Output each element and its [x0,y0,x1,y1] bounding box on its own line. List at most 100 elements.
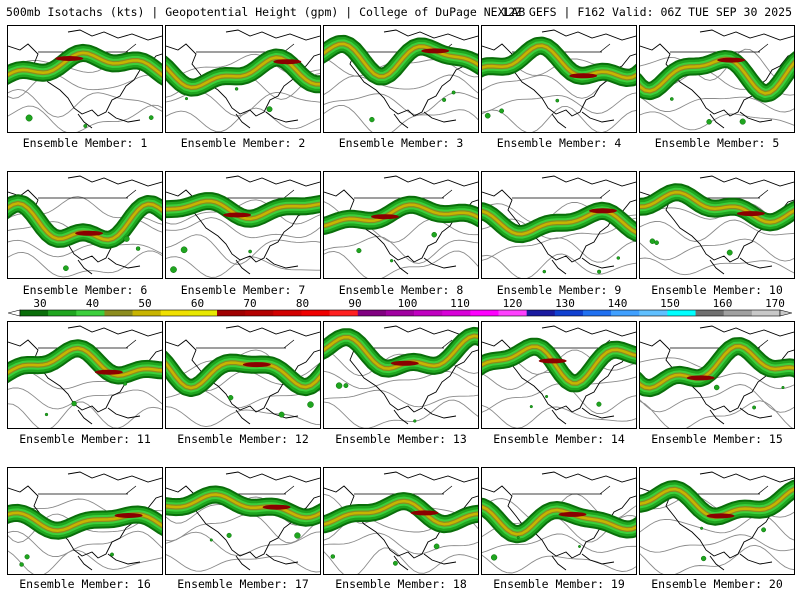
coastline [166,175,320,275]
colorbar-segment [20,310,49,316]
panel-label: Ensemble Member: 9 [496,283,622,297]
ensemble-panel [481,467,637,575]
coastline [640,29,794,129]
map-title: 500mb Isotachs (kts) | Geopotential Heig… [6,5,526,19]
isotach-blob [451,90,456,95]
jet-core [242,362,271,368]
coastline [640,325,794,425]
isotach-blob [83,124,88,128]
jet-core [55,56,84,61]
height-contour [8,530,162,558]
isotach-blob [123,381,128,386]
panel-map [482,29,636,132]
colorbar-segment [245,310,274,316]
panel-map [482,471,636,574]
map-header: 500mb Isotachs (kts) | Geopotential Heig… [6,5,796,21]
ensemble-panel [7,171,163,279]
wind-speed-colorbar: 30 40 50 60 70 80 90 100 110 120 130 140 150 160 170 [8,298,792,317]
coastline [482,175,636,275]
colorbar-segment [470,310,499,316]
panel-label: Ensemble Member: 11 [19,432,151,446]
height-contour [8,88,162,118]
jet-core [75,230,104,236]
height-contour [482,404,636,428]
ensemble-panel [481,171,637,279]
jet-core [686,375,715,381]
colorbar-segment [667,310,696,316]
ensemble-panel [7,321,163,429]
height-contour [324,370,478,390]
panel-label: Ensemble Member: 12 [177,432,309,446]
colorbar-segment [611,310,640,316]
isotach-blob [389,259,394,263]
isotach-blob [654,240,659,246]
jet-core [538,358,567,364]
height-contour [640,257,794,276]
ensemble-panel [481,25,637,133]
height-contour [166,554,320,573]
coastline [640,471,794,571]
ensemble-panel [639,321,795,429]
height-contour [324,235,478,264]
colorbar-segment [357,310,387,316]
coastline [166,471,320,571]
jet-core [371,214,399,220]
isotach-blob [706,119,712,125]
colorbar-tick-label: 120 [503,298,523,310]
height-contour [482,105,636,132]
isotach-blob [209,538,213,542]
ensemble-panel [639,25,795,133]
colorbar-segment [498,310,527,316]
isotach-blob [24,554,30,560]
height-contour [324,92,478,116]
isotach-blob [431,231,437,238]
jet-core [410,510,439,516]
isotach-band [166,56,320,89]
political-border [670,43,769,53]
isotach-band [8,51,162,77]
height-contour [324,547,478,574]
height-contour [166,406,320,428]
isotach-blob [44,412,49,417]
isotach-blob [499,108,505,114]
height-contour [8,239,162,258]
height-contour [482,533,636,554]
isotach-blob [649,238,656,244]
height-contour [482,92,636,114]
height-contour [324,105,478,132]
colorbar-segment [695,310,725,316]
panel-map [8,29,162,132]
isotach-blob [266,106,273,113]
isotach-blob [392,560,398,566]
isotach-blob [135,246,141,251]
jet-core [94,369,123,375]
colorbar-segment [526,310,556,316]
coastline [8,175,162,275]
isotach-blob [700,526,704,530]
isotach-band [324,499,478,526]
isotach-band [640,344,794,390]
height-contour [640,219,794,242]
colorbar-segment [132,310,162,316]
colorbar-tick-label: 80 [296,298,309,310]
height-contour [640,400,793,428]
isotach-blob [578,545,581,548]
panel-map [640,325,794,428]
colorbar-tick-label: 160 [713,298,733,310]
isotach-blob [148,115,154,120]
ensemble-panel [165,467,321,575]
panel-map [640,471,794,574]
isotach-blob [616,256,621,260]
isotach-blob [542,269,547,274]
panel-map [8,175,162,278]
panel-map [482,175,636,278]
colorbar-tick-label: 70 [243,298,256,310]
jet-core [273,59,302,65]
isotach-blob [369,116,375,123]
panel-map [640,175,794,276]
ensemble-panel [7,25,163,133]
panel-label: Ensemble Member: 15 [651,432,783,446]
isotach-blob [180,246,188,254]
colorbar-segment [188,310,218,316]
isotach-blob [294,532,301,539]
